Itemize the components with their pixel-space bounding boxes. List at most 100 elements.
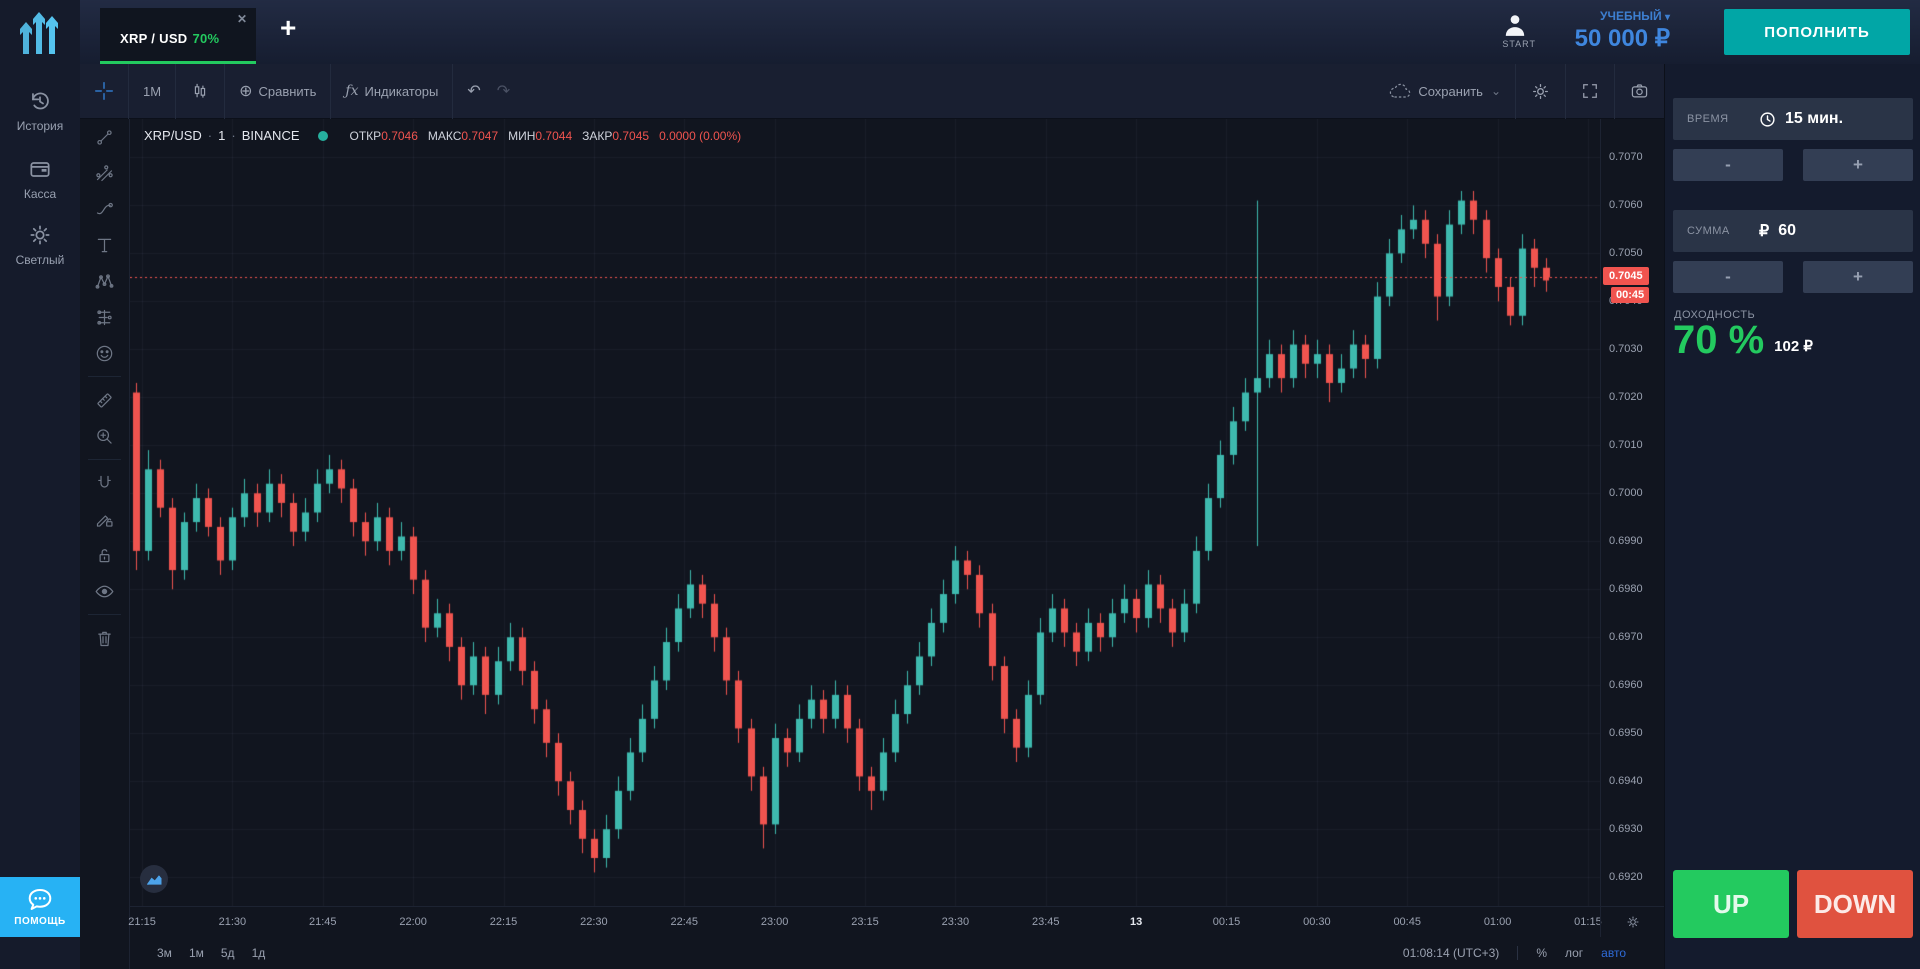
legend-separator: · — [231, 128, 236, 143]
time-decrease-button[interactable]: - — [1673, 149, 1783, 181]
trend-line-icon — [94, 127, 115, 148]
legend-separator: · — [207, 128, 213, 143]
brush-tool[interactable] — [80, 191, 129, 227]
wallet-icon — [0, 156, 80, 182]
sidebar-item-history[interactable]: История — [0, 88, 80, 133]
amount-decrease-button[interactable]: - — [1673, 261, 1783, 293]
drawing-lock-tool[interactable] — [80, 501, 129, 537]
eye-tool[interactable] — [80, 573, 129, 609]
save-layout-button[interactable]: Сохранить ⌄ — [1374, 64, 1515, 118]
magnet-tool[interactable] — [80, 465, 129, 501]
compare-button[interactable]: ⊕ Сравнить — [225, 64, 330, 118]
trash-tool[interactable] — [80, 620, 129, 656]
help-button[interactable]: помощь — [0, 877, 80, 937]
sidebar-item-theme[interactable]: Светлый — [0, 222, 80, 267]
magnet-icon — [94, 473, 115, 494]
price-chart[interactable] — [130, 119, 1600, 906]
caret-down-icon: ▾ — [1664, 12, 1670, 23]
history-icon — [0, 88, 80, 114]
zoom-in-icon — [94, 426, 115, 447]
price-tick: 0.6940 — [1609, 775, 1643, 788]
sidebar-item-label: Касса — [23, 187, 57, 201]
emoji-tool[interactable] — [80, 335, 129, 371]
price-axis[interactable]: 0.7045 00:45 0.70700.70600.70500.70400.7… — [1600, 119, 1664, 906]
time-tick: 00:30 — [1303, 916, 1331, 928]
ruler-tool[interactable] — [80, 382, 129, 418]
clock-utc[interactable]: 01:08:14 (UTC+3) — [1402, 946, 1500, 960]
screenshot-button[interactable] — [1615, 64, 1664, 118]
fullscreen-button[interactable] — [1566, 64, 1614, 118]
chart-bottom-bar: 3м 1м 5д 1д 01:08:14 (UTC+3) % лог авто — [130, 937, 1664, 969]
axis-settings-corner[interactable] — [1600, 906, 1664, 937]
down-button[interactable]: DOWN — [1797, 870, 1913, 938]
trade-panel: ВРЕМЯ 15 мин. - + СУММА ₽ 60 - + ДОХОДНО… — [1664, 64, 1920, 969]
time-tick: 23:45 — [1031, 916, 1060, 928]
account-menu[interactable]: START — [1502, 13, 1536, 49]
trend-line-tool[interactable] — [80, 119, 129, 155]
balance-block[interactable]: УЧЕБНЫЙ ▾ 50 000 ₽ — [1575, 9, 1670, 53]
chart-style-button[interactable] — [176, 64, 224, 118]
tab-xrp-usd[interactable]: XRP / USD 70% ✕ — [100, 8, 256, 64]
balance-amount: 50 000 ₽ — [1574, 25, 1670, 52]
range-1м[interactable]: 1м — [188, 946, 204, 960]
chart-settings-button[interactable] — [1516, 64, 1565, 118]
amount-increase-button[interactable]: + — [1803, 261, 1913, 293]
amount-selector[interactable]: СУММА ₽ 60 — [1673, 210, 1913, 252]
save-label: Сохранить — [1418, 83, 1483, 99]
time-tick: 21:15 — [128, 916, 156, 928]
close-icon[interactable]: ✕ — [236, 12, 247, 26]
time-label: ВРЕМЯ — [1687, 113, 1729, 125]
zoom-in-tool[interactable] — [80, 418, 129, 454]
toolbar-separator — [224, 63, 226, 119]
ohlc-value: 0.7045 — [612, 128, 650, 143]
balance-type[interactable]: УЧЕБНЫЙ ▾ — [1575, 9, 1670, 23]
time-selector[interactable]: ВРЕМЯ 15 мин. — [1673, 98, 1913, 140]
range-5д[interactable]: 5д — [220, 946, 235, 960]
text-tool[interactable] — [80, 227, 129, 263]
legend-resolution: 1 — [218, 128, 226, 143]
ruler-icon — [94, 390, 115, 411]
crosshair-tool[interactable] — [80, 64, 128, 118]
time-tick: 23:15 — [851, 916, 879, 928]
log-scale-toggle[interactable]: лог — [1564, 946, 1584, 960]
forecast-tool[interactable] — [80, 299, 129, 335]
lock-icon — [94, 545, 115, 566]
fib-channel-tool[interactable] — [80, 155, 129, 191]
lock-tool[interactable] — [80, 537, 129, 573]
interval-button[interactable]: 1M — [143, 83, 162, 99]
account-label: START — [1502, 39, 1536, 49]
toolbar-separator — [330, 63, 332, 119]
price-tick: 0.6970 — [1609, 631, 1643, 644]
range-1д[interactable]: 1д — [251, 946, 266, 960]
undo-button[interactable]: ↶ — [467, 83, 481, 100]
indicators-button[interactable]: ƒx Индикаторы — [331, 64, 452, 118]
indicators-label: Индикаторы — [364, 83, 439, 99]
price-tick: 0.7020 — [1609, 391, 1643, 404]
sidebar-item-cashier[interactable]: Касса — [0, 156, 80, 201]
gear-icon — [1530, 81, 1551, 102]
up-button[interactable]: UP — [1673, 870, 1789, 938]
time-tick: 23:00 — [760, 916, 789, 928]
time-increase-button[interactable]: + — [1803, 149, 1913, 181]
chevron-down-icon: ⌄ — [1490, 84, 1501, 98]
chart-region: 1M ⊕ Сравнить ƒx Индикаторы — [80, 63, 1664, 969]
auto-scale-toggle[interactable]: авто — [1601, 946, 1626, 960]
ohlc-value: 0.7046 — [381, 128, 418, 143]
brand-logo-icon[interactable] — [19, 10, 61, 54]
time-axis[interactable]: 21:15 21:30 21:45 22:00 22:15 22:30 22:45 23:00… — [128, 906, 1602, 937]
tools-group-separator — [88, 459, 121, 460]
legend-symbol[interactable]: XRP/USD — [144, 128, 202, 143]
xabcd-pattern-tool[interactable] — [80, 263, 129, 299]
deposit-button[interactable]: ПОПОЛНИТЬ — [1724, 9, 1910, 55]
price-tick: 0.7070 — [1609, 151, 1643, 164]
candles-icon — [190, 80, 210, 102]
chart-type-mini-button[interactable] — [140, 865, 168, 893]
add-tab-button[interactable]: + — [280, 12, 297, 43]
time-value-wrap: 15 мин. — [1759, 110, 1843, 128]
time-tick: 22:45 — [670, 916, 699, 928]
time-tick: 01:00 — [1483, 916, 1512, 928]
percent-scale-toggle[interactable]: % — [1536, 946, 1547, 960]
drawing-lock-icon — [94, 509, 115, 530]
legend-exchange: BINANCE — [241, 128, 300, 143]
range-3м[interactable]: 3м — [157, 946, 172, 960]
